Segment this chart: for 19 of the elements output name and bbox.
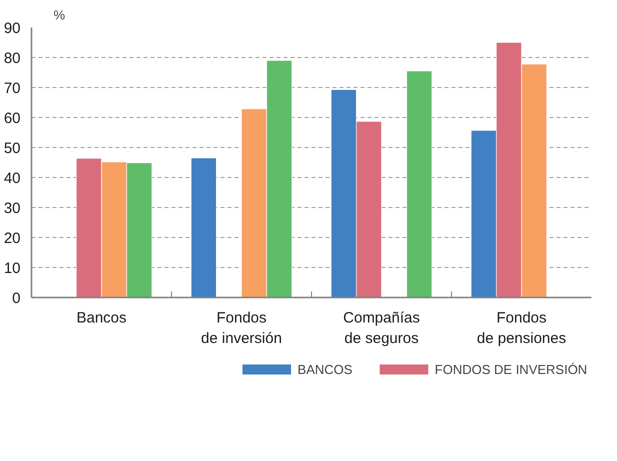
x-tick-label: Bancos xyxy=(76,310,127,326)
bar xyxy=(406,70,432,298)
x-tick-label: Fondos de inversión xyxy=(201,310,282,347)
x-tick-label: Fondos de pensiones xyxy=(476,310,566,347)
y-tick-label: 50 xyxy=(4,140,21,157)
y-tick-label: 40 xyxy=(4,170,21,187)
y-tick-label: 20 xyxy=(4,230,21,247)
y-tick-label: 70 xyxy=(4,80,21,97)
legend-label: FONDOS DE INVERSIÓN xyxy=(434,362,588,377)
bar xyxy=(190,158,217,298)
y-axis-title: % xyxy=(54,8,66,22)
y-tick-label: 10 xyxy=(4,260,21,277)
y-tick-label: 30 xyxy=(4,200,21,217)
y-tick-label: 60 xyxy=(4,110,21,127)
y-tick-label: 80 xyxy=(4,50,21,67)
legend-label: BANCOS xyxy=(298,362,353,377)
y-tick-label: 90 xyxy=(4,20,21,37)
y-tick-label: 0 xyxy=(12,290,20,307)
x-tick-label: Compañías de seguros xyxy=(343,310,420,347)
